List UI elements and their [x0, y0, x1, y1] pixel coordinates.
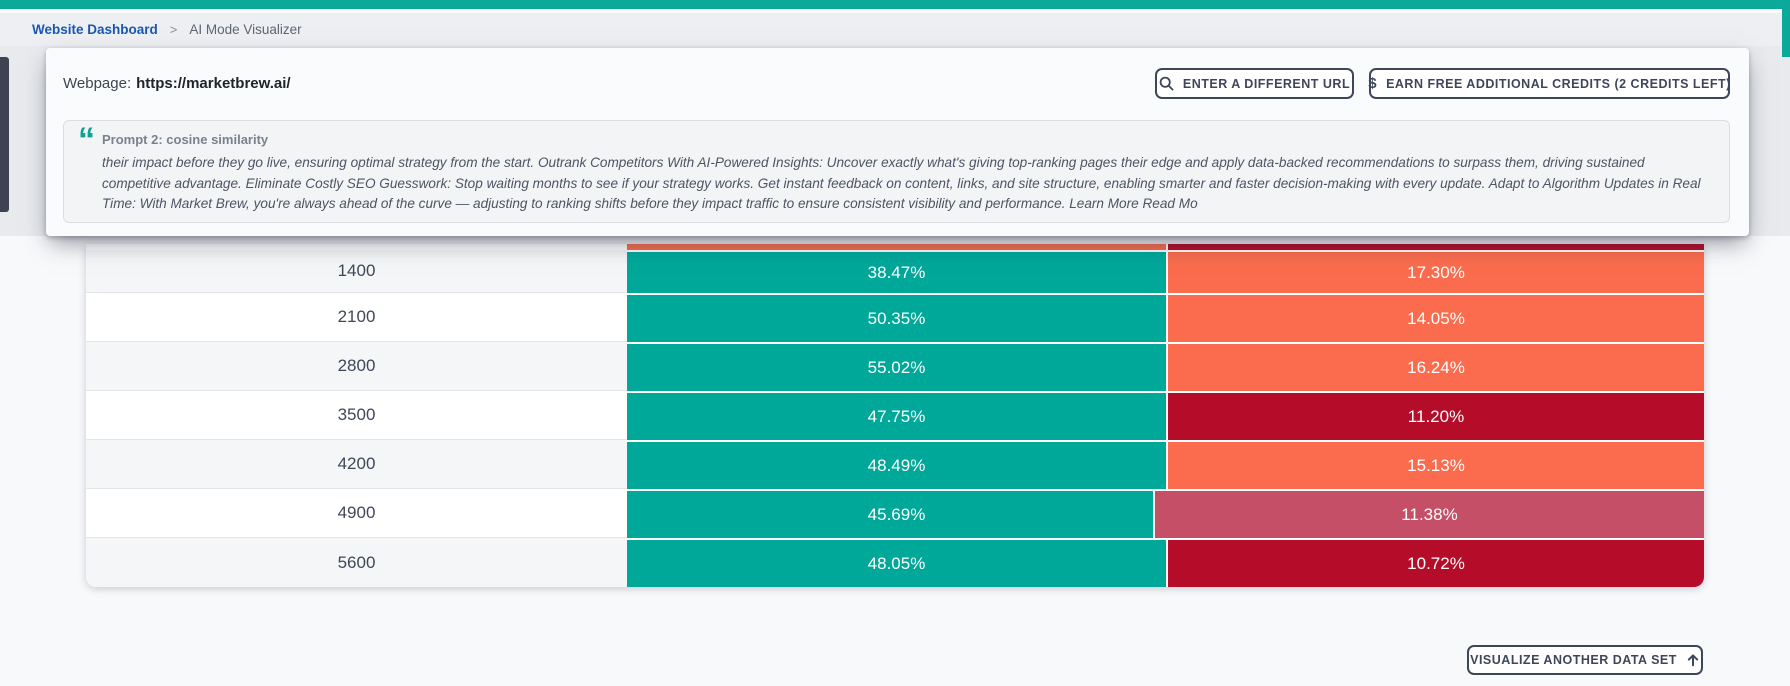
partial-hidden-row	[86, 244, 1704, 250]
row-label-cell: 3500	[86, 391, 627, 440]
row-label-cell: 4200	[86, 440, 627, 489]
similarity-cell: 38.47%	[627, 250, 1166, 293]
table-row: 4900 45.69% 11.38%	[86, 489, 1704, 538]
table-row: 4200 48.49% 15.13%	[86, 440, 1704, 489]
partial-row-similarity-cell	[627, 244, 1166, 250]
row-label-cell: 4900	[86, 489, 627, 538]
webpage-url-row: Webpage: https://marketbrew.ai/	[63, 75, 291, 92]
earn-credits-label: EARN FREE ADDITIONAL CREDITS (2 CREDITS …	[1386, 76, 1731, 91]
enter-different-url-label: ENTER A DIFFERENT URL	[1182, 76, 1351, 91]
metric-cell: 17.30%	[1166, 250, 1704, 293]
prompt-quote-box: “ Prompt 2: cosine similarity their impa…	[63, 120, 1730, 223]
metric-cell: 11.38%	[1153, 489, 1704, 538]
teal-top-bar	[0, 0, 1790, 9]
header-card: Webpage: https://marketbrew.ai/ ENTER A D…	[46, 48, 1749, 236]
breadcrumb-bar	[0, 13, 1790, 46]
partial-row-label-cell	[86, 244, 627, 250]
dollar-icon: $	[1368, 75, 1378, 92]
metric-cell: 11.20%	[1166, 391, 1704, 440]
prompt-title: Prompt 2: cosine similarity	[102, 132, 269, 147]
webpage-url: https://marketbrew.ai/	[136, 75, 291, 92]
metric-cell: 14.05%	[1166, 293, 1704, 342]
visualize-another-dataset-label: VISUALIZE ANOTHER DATA SET	[1470, 653, 1677, 667]
data-table-body: 1400 38.47% 17.30% 2100 50.35% 14.05% 28…	[86, 250, 1704, 587]
table-row: 2100 50.35% 14.05%	[86, 293, 1704, 342]
quote-icon: “	[78, 121, 95, 159]
top-white-sliver	[0, 9, 1790, 13]
similarity-cell: 48.49%	[627, 440, 1166, 489]
similarity-cell: 47.75%	[627, 391, 1166, 440]
chevron-right-icon: >	[169, 22, 178, 37]
similarity-cell: 48.05%	[627, 538, 1166, 587]
similarity-cell: 55.02%	[627, 342, 1166, 391]
arrow-up-icon	[1687, 654, 1699, 667]
row-label-cell: 2800	[86, 342, 627, 391]
metric-cell: 16.24%	[1166, 342, 1704, 391]
left-edge-panel	[0, 57, 9, 212]
table-row: 5600 48.05% 10.72%	[86, 538, 1704, 587]
table-row: 1400 38.47% 17.30%	[86, 250, 1704, 293]
search-icon	[1159, 76, 1174, 91]
breadcrumb-link-website-dashboard[interactable]: Website Dashboard	[32, 22, 158, 37]
breadcrumb-current-page: AI Mode Visualizer	[189, 22, 302, 37]
similarity-cell: 50.35%	[627, 293, 1166, 342]
partial-row-metric-cell	[1166, 244, 1704, 250]
table-row: 3500 47.75% 11.20%	[86, 391, 1704, 440]
metric-cell: 10.72%	[1166, 538, 1704, 587]
ai-mode-table: 1400 38.47% 17.30% 2100 50.35% 14.05% 28…	[86, 244, 1704, 587]
metric-cell: 15.13%	[1166, 440, 1704, 489]
enter-different-url-button[interactable]: ENTER A DIFFERENT URL	[1155, 68, 1354, 99]
row-label-cell: 5600	[86, 538, 627, 587]
breadcrumb: Website Dashboard > AI Mode Visualizer	[32, 13, 302, 46]
table-row: 2800 55.02% 16.24%	[86, 342, 1704, 391]
row-label-cell: 2100	[86, 293, 627, 342]
prompt-body-text: their impact before they go live, ensuri…	[102, 155, 1701, 211]
row-label-cell: 1400	[86, 250, 627, 293]
earn-credits-button[interactable]: $ EARN FREE ADDITIONAL CREDITS (2 CREDIT…	[1368, 68, 1731, 99]
similarity-cell: 45.69%	[627, 489, 1166, 538]
webpage-label: Webpage:	[63, 75, 132, 92]
visualize-another-dataset-button[interactable]: VISUALIZE ANOTHER DATA SET	[1467, 645, 1703, 675]
teal-right-edge	[1782, 0, 1790, 57]
